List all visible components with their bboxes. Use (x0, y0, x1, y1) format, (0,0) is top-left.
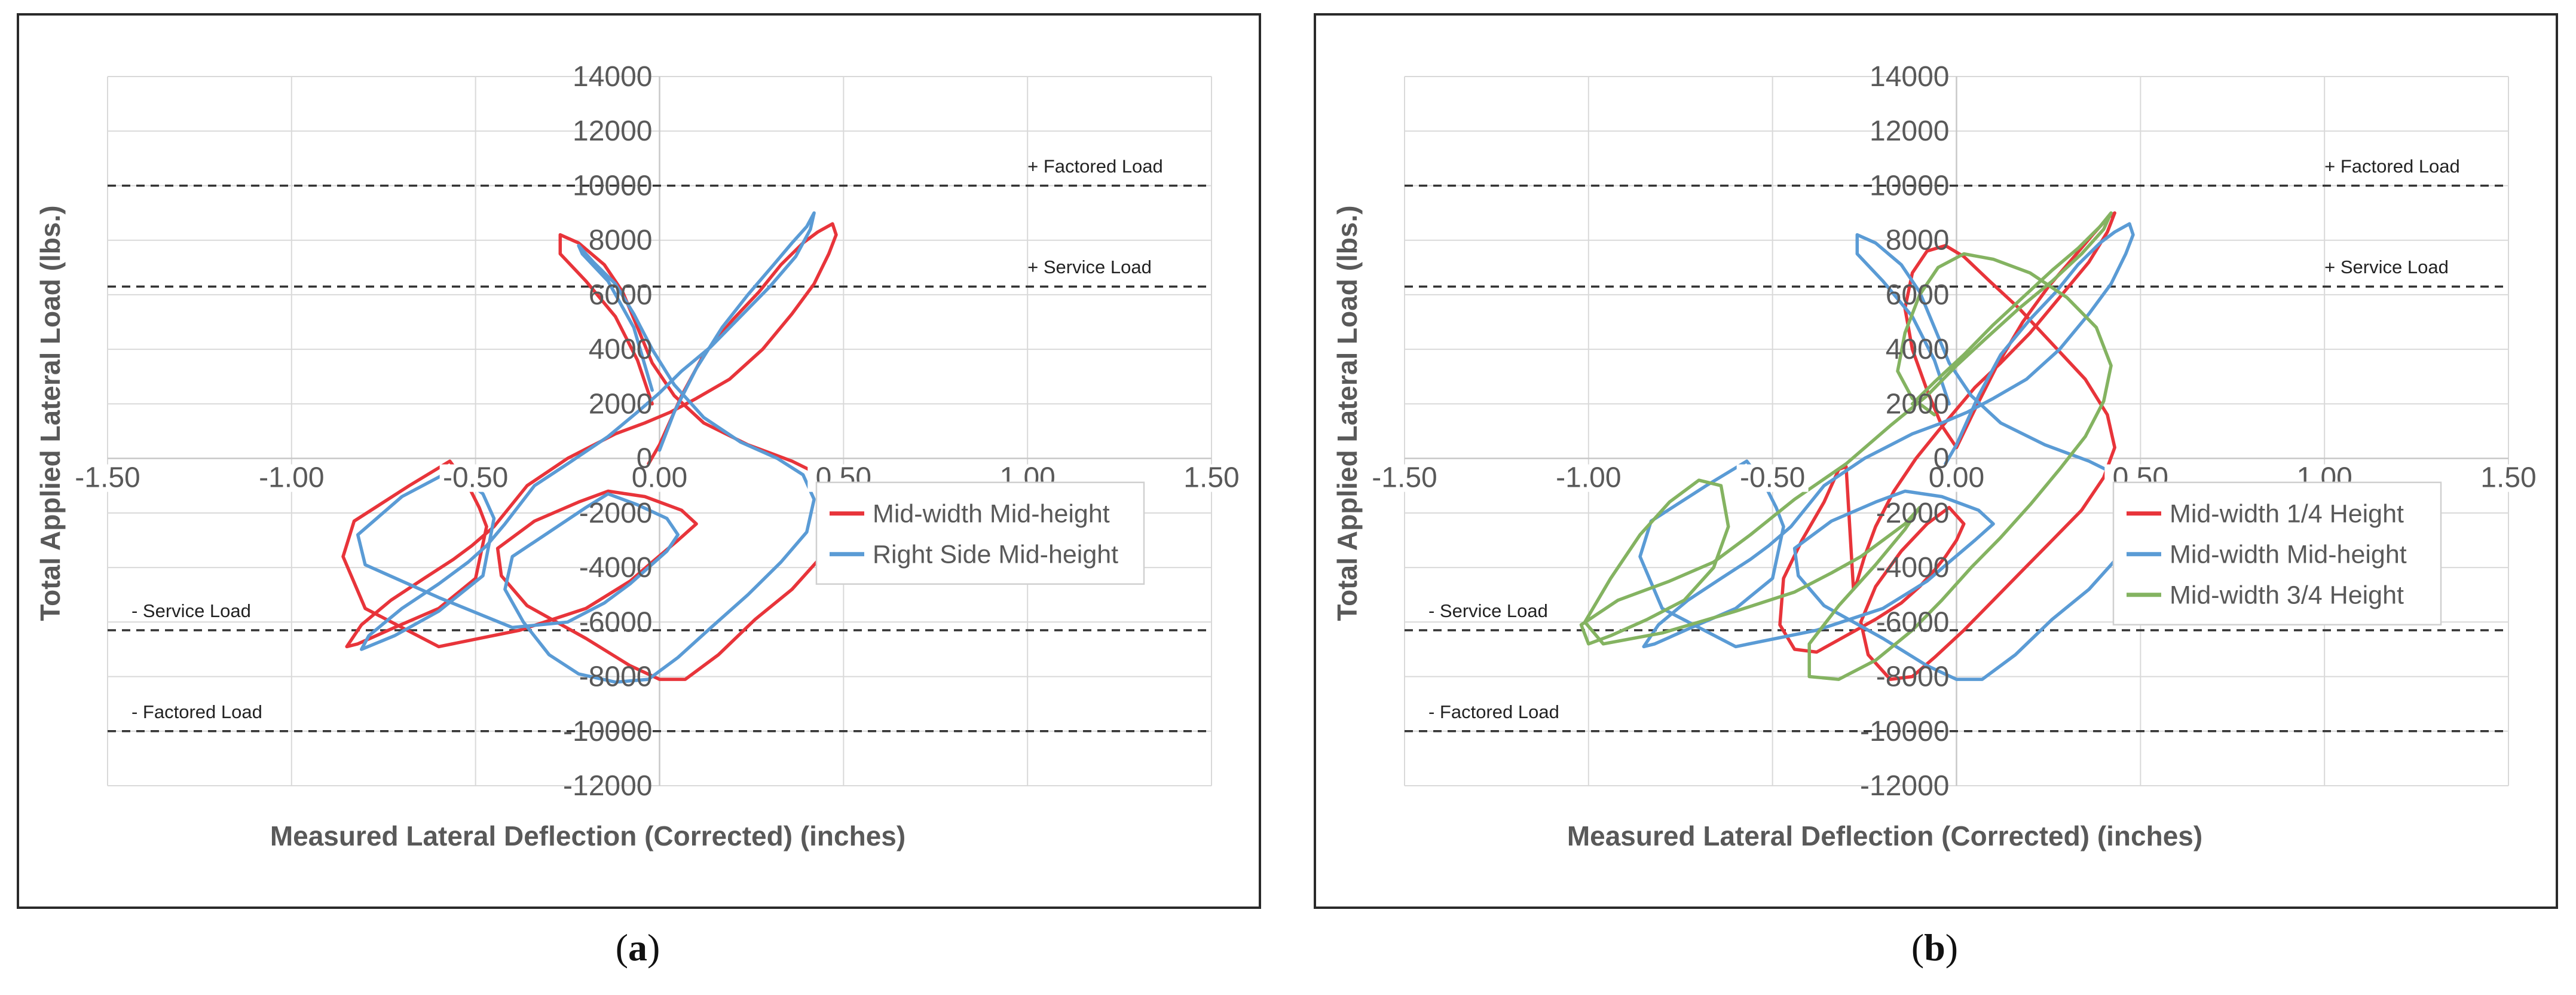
chart-a-y-tick-0: -12000 (563, 770, 652, 802)
chart-a-x-axis-title: Measured Lateral Deflection (Corrected) … (270, 820, 905, 851)
chart-b-x-tick-0: -1.50 (1372, 462, 1437, 494)
chart-b-x-tick-bg-6 (2473, 464, 2544, 492)
chart-a-ref-label-factored-load: + Factored Load (1027, 155, 1163, 176)
chart-a-y-tick-12: 12000 (573, 115, 652, 147)
chart-a-y-tick-8: 4000 (589, 334, 653, 365)
chart-b-x-axis-title: Measured Lateral Deflection (Corrected) … (1567, 820, 2202, 851)
chart-b-legend-label-mid-width-mid-height: Mid-width Mid-height (2170, 541, 2407, 569)
chart-panel-a: + Factored Load + Service Load - Service L… (17, 13, 1261, 909)
chart-b-y-tick-8: 4000 (1886, 334, 1950, 365)
chart-a-ref-label-service-load: + Service Load (1027, 257, 1152, 277)
chart-a-x-tick-0: -1.50 (75, 462, 140, 494)
chart-a-y-axis-title: Total Applied Lateral Load (lbs.) (35, 205, 66, 621)
chart-a-y-tick-7: 2000 (589, 388, 653, 420)
chart-b-x-tick-bg-0 (1369, 464, 1440, 492)
chart-b-svg: + Factored Load + Service Load - Service L… (1332, 61, 2544, 851)
chart-a-x-tick-6: 1.50 (1183, 462, 1239, 494)
chart-a-ref-label-service-load: - Service Load (131, 600, 251, 621)
chart-a-x-tick-bg-2 (439, 464, 512, 492)
chart-b-series-mid-width-3-4-height (1579, 211, 2113, 681)
chart-a-y-tick-1: -10000 (563, 716, 652, 747)
chart-b-y-tick-0: -12000 (1860, 770, 1949, 802)
chart-b-series-mid-width-mid-height (1638, 222, 2138, 681)
chart-b-ref-label-factored-load: + Factored Load (2324, 155, 2460, 176)
chart-a-legend (815, 481, 1145, 585)
chart-b-x-tick-1: -1.00 (1556, 462, 1621, 494)
chart-a-series-mid-width-mid-height (341, 222, 842, 681)
chart-b-y-tick-11: 10000 (1870, 170, 1949, 202)
chart-b-ref-label-factored-load: - Factored Load (1428, 701, 1559, 722)
chart-b-y-tick-5: -2000 (1876, 497, 1950, 529)
chart-a-y-tick-9: 6000 (589, 279, 653, 311)
chart-a-x-tick-3: 0.00 (632, 462, 687, 494)
chart-b-y-tick-12: 12000 (1870, 115, 1949, 147)
chart-a-y-tick-6: 0 (637, 443, 653, 475)
chart-b-y-tick-4: -4000 (1876, 552, 1950, 584)
chart-b-y-tick-2: -8000 (1876, 661, 1950, 693)
chart-b-y-axis-title: Total Applied Lateral Load (lbs.) (1332, 205, 1363, 621)
chart-b-ref-label-service-load: - Service Load (1428, 600, 1548, 621)
chart-b-y-tick-7: 2000 (1886, 388, 1950, 420)
chart-a-y-tick-2: -8000 (579, 661, 653, 693)
chart-a-x-tick-bg-6 (1176, 464, 1247, 492)
chart-a-x-tick-bg-1 (255, 464, 328, 492)
chart-b-x-tick-bg-1 (1552, 464, 1624, 492)
chart-a-y-tick-4: -4000 (579, 552, 653, 584)
chart-a-x-tick-2: -0.50 (443, 462, 508, 494)
chart-a-y-tick-3: -6000 (579, 606, 653, 638)
chart-b-y-tick-13: 14000 (1870, 61, 1949, 93)
chart-b-y-tick-10: 8000 (1886, 225, 1950, 257)
chart-a-y-tick-5: -2000 (579, 497, 653, 529)
chart-a-y-tick-13: 14000 (573, 61, 652, 93)
chart-b-y-tick-9: 6000 (1886, 279, 1950, 311)
chart-b-x-tick-3: 0.00 (1929, 462, 1984, 494)
chart-b-x-tick-6: 1.50 (2480, 462, 2536, 494)
chart-b-y-tick-6: 0 (1933, 443, 1950, 475)
chart-b-x-tick-bg-2 (1736, 464, 1809, 492)
caption-b-letter: b (1924, 926, 1945, 969)
caption-b: (b) (1911, 926, 1959, 969)
chart-a-x-tick-bg-0 (72, 464, 143, 492)
chart-b-y-tick-1: -10000 (1860, 716, 1949, 747)
chart-b-x-tick-2: -0.50 (1740, 462, 1805, 494)
chart-a-x-tick-bg-3 (623, 464, 696, 492)
chart-panel-b: + Factored Load + Service Load - Service L… (1314, 13, 2558, 909)
chart-a-ref-label-factored-load: - Factored Load (131, 701, 262, 722)
chart-a-legend-label-right-side-mid-height: Right Side Mid-height (873, 541, 1118, 569)
caption-a-letter: a (628, 926, 647, 969)
chart-a-x-tick-1: -1.00 (259, 462, 324, 494)
chart-b-ref-label-service-load: + Service Load (2324, 257, 2449, 277)
chart-b-x-tick-bg-3 (1920, 464, 1993, 492)
chart-b-legend-label-mid-width-3-4-height: Mid-width 3/4 Height (2170, 581, 2404, 610)
chart-b-legend (2112, 481, 2442, 625)
chart-b-y-tick-3: -6000 (1876, 606, 1950, 638)
chart-a-legend-label-mid-width-mid-height: Mid-width Mid-height (873, 500, 1110, 529)
chart-a-y-tick-10: 8000 (589, 225, 653, 257)
chart-a-y-tick-11: 10000 (573, 170, 652, 202)
chart-a-svg: + Factored Load + Service Load - Service L… (35, 61, 1247, 851)
chart-b-legend-label-mid-width-1-4-height: Mid-width 1/4 Height (2170, 500, 2404, 529)
chart-a-series-right-side-mid-height (356, 211, 816, 684)
caption-a: (a) (615, 926, 660, 969)
